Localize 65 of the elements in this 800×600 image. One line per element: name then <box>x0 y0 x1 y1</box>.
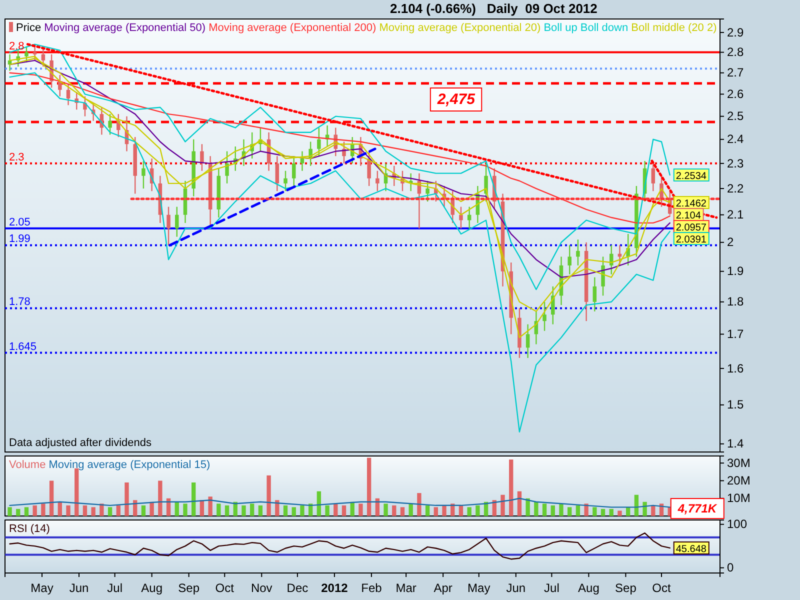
x-tick-label: Sep <box>615 581 637 595</box>
text: Moving average (Exponential 50) <box>41 22 206 34</box>
ref-line-label: 1.645 <box>9 340 37 353</box>
y-tick-label: 1.4 <box>727 436 744 451</box>
y-tick-label: 2.2 <box>727 181 744 196</box>
y-tick-label: 2.3 <box>727 156 744 170</box>
y-tick-label: 1.8 <box>727 294 744 309</box>
x-tick-label: Oct <box>215 581 235 595</box>
x-tick-label: Jun <box>69 581 89 595</box>
y-tick-label: 2.4 <box>727 132 744 146</box>
y-tick-label: 1.7 <box>727 327 744 342</box>
x-tick-label: 2012 <box>321 581 348 595</box>
text: Moving average (Exponential 20) <box>376 22 541 34</box>
x-tick-label: Feb <box>361 581 382 595</box>
x-tick-label: Nov <box>250 581 272 595</box>
x-tick-label: Aug <box>141 581 162 595</box>
ref-line-label: 2.05 <box>9 216 30 228</box>
series-label: Volume <box>9 459 46 471</box>
data-label: 2.2534 <box>676 170 707 182</box>
y-tick-label: 2.1 <box>727 208 744 222</box>
y-tick-label: 1.9 <box>727 264 744 278</box>
text: Moving average (Exponential 15) <box>46 459 210 471</box>
x-tick-label: May <box>30 581 54 595</box>
data-label: 2.1462 <box>676 198 707 210</box>
y-tick-label: 1.6 <box>727 361 744 376</box>
y-tick-label: 100 <box>727 517 748 532</box>
text: Moving average (Exponential 200) <box>206 22 376 34</box>
y-tick-label: 2.9 <box>727 25 744 40</box>
x-tick-label: Aug <box>578 581 600 595</box>
y-tick-label: 20M <box>727 474 750 488</box>
annotation: 2,475 <box>436 90 476 108</box>
data-label: 45.648 <box>676 544 707 555</box>
y-tick-label: 2.8 <box>727 45 744 60</box>
x-tick-label: Oct <box>652 581 672 595</box>
ref-line-label: 2.3 <box>9 151 24 164</box>
x-tick-label: Sep <box>178 581 200 595</box>
text: Boll up <box>540 22 578 34</box>
annotation: 4,771K <box>676 502 718 516</box>
y-tick-label: 0 <box>727 560 734 575</box>
data-label: 2.0391 <box>676 234 707 246</box>
y-tick-label: 10M <box>727 491 750 506</box>
x-tick-label: Mar <box>396 581 416 595</box>
x-tick-label: Jul <box>107 581 122 595</box>
y-tick-label: 2.6 <box>727 87 744 102</box>
y-tick-label: 2.5 <box>727 109 744 124</box>
text: Boll middle (20 2) <box>628 22 717 34</box>
ref-line-label: 2.8 <box>9 40 24 52</box>
y-tick-label: 1.5 <box>727 398 744 412</box>
ref-line-label: 1.78 <box>9 296 30 308</box>
x-tick-label: Dec <box>286 581 308 595</box>
ref-line-label: 1.99 <box>9 233 30 246</box>
series-label: RSI (14) <box>9 523 50 535</box>
y-tick-label: 2 <box>727 235 734 250</box>
x-tick-label: Apr <box>434 581 452 595</box>
text: 2.104 <box>676 210 701 222</box>
chart-title: 2.104 (-0.66%) Daily 09 Oct 2012 <box>390 1 598 16</box>
x-tick-label: Jul <box>544 581 560 595</box>
y-tick-label: 30M <box>727 456 750 470</box>
x-tick-label: May <box>468 581 490 595</box>
text: Boll down <box>577 22 628 34</box>
legend-label: Price <box>16 22 42 34</box>
x-tick-label: Jun <box>506 581 526 595</box>
y-tick-label: 2.7 <box>727 66 744 80</box>
data-label: 2.0957 <box>676 222 707 234</box>
annotation: Data adjusted after dividends <box>9 437 152 449</box>
